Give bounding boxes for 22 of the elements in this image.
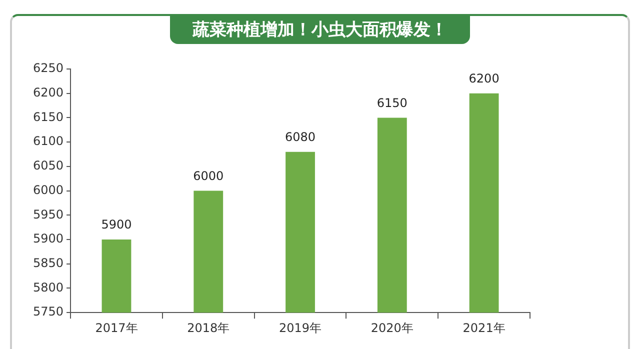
- y-tick-label: 6250: [32, 61, 64, 76]
- x-tick-label: 2017年: [95, 320, 138, 335]
- chart-title: 蔬菜种植增加！小虫大面积爆发！: [170, 14, 470, 44]
- x-tick-label: 2019年: [278, 320, 322, 335]
- data-label: 6000: [193, 168, 224, 183]
- data-label: 6080: [284, 130, 316, 144]
- y-tick-label: 6150: [32, 110, 64, 124]
- y-tick-label: 5800: [32, 280, 64, 294]
- y-tick-label: 5950: [32, 207, 64, 222]
- y-tick-label: 6050: [32, 158, 64, 173]
- x-tick-label: 2018年: [187, 320, 230, 335]
- y-tick-label: 6000: [32, 182, 64, 197]
- data-label: 6200: [468, 71, 500, 86]
- y-tick-label: 6200: [32, 85, 64, 100]
- data-label: 5900: [101, 218, 132, 232]
- x-tick-label: 2021年: [462, 320, 506, 335]
- y-tick-label: 5900: [32, 232, 64, 246]
- data-label: 6150: [376, 96, 408, 110]
- y-tick-label: 5850: [32, 256, 64, 270]
- y-tick-label: 6100: [32, 134, 64, 148]
- y-tick-label: 5750: [32, 304, 64, 319]
- x-tick-label: 2020年: [370, 320, 414, 335]
